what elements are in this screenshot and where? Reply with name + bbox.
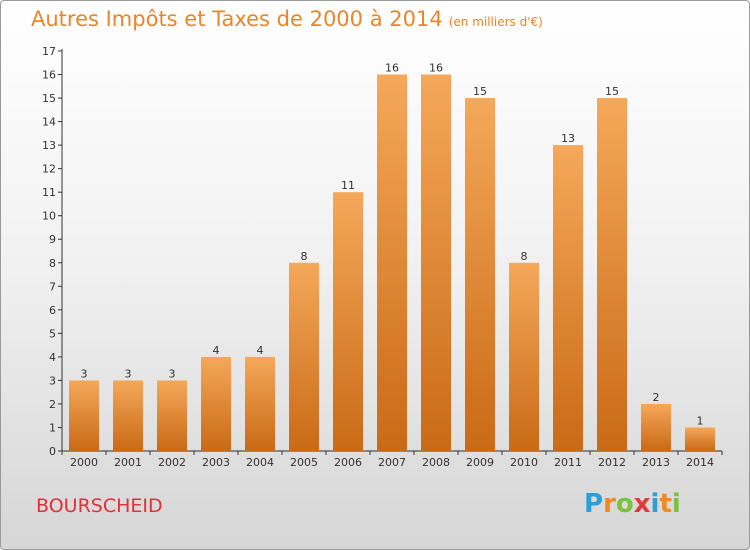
y-tick-label: 14 — [42, 116, 56, 129]
x-tick-label: 2008 — [422, 456, 450, 469]
data-label: 4 — [257, 344, 264, 357]
y-tick-label: 0 — [49, 445, 56, 458]
logo-letter: i — [650, 489, 660, 519]
bar-2007 — [377, 74, 407, 451]
x-tick-label: 2009 — [466, 456, 494, 469]
data-label: 2 — [653, 391, 660, 404]
x-tick-label: 2001 — [114, 456, 142, 469]
bar-2006 — [333, 192, 363, 452]
data-label: 15 — [473, 85, 487, 98]
x-tick-label: 2004 — [246, 456, 274, 469]
bar-2001 — [113, 380, 143, 451]
bar-2000 — [69, 380, 99, 451]
data-label: 8 — [521, 250, 528, 263]
x-tick-label: 2003 — [202, 456, 230, 469]
bar-2008 — [421, 74, 451, 451]
bar-2005 — [289, 262, 319, 451]
logo-letter: x — [633, 489, 651, 519]
data-label: 3 — [125, 367, 132, 380]
x-tick-label: 2014 — [686, 456, 714, 469]
logo-letter: o — [615, 489, 634, 519]
data-label: 3 — [169, 367, 176, 380]
x-tick-label: 2002 — [158, 456, 186, 469]
x-tick-label: 2011 — [554, 456, 582, 469]
y-tick-label: 11 — [42, 186, 56, 199]
data-label: 11 — [341, 179, 355, 192]
y-tick-label: 10 — [42, 210, 56, 223]
bar-2013 — [641, 403, 671, 451]
x-tick-label: 2000 — [70, 456, 98, 469]
chart-title: Autres Impôts et Taxes de 2000 à 2014 (en… — [31, 7, 543, 31]
y-tick-label: 17 — [42, 45, 56, 58]
bar-2010 — [509, 262, 539, 451]
data-label: 16 — [429, 62, 443, 75]
x-tick-label: 2006 — [334, 456, 362, 469]
bar-2002 — [157, 380, 187, 451]
data-label: 13 — [561, 132, 575, 145]
x-tick-label: 2005 — [290, 456, 318, 469]
logo-letter: i — [671, 489, 681, 519]
chart-title-text: Autres Impôts et Taxes de 2000 à 2014 — [31, 7, 443, 31]
y-tick-label: 13 — [42, 139, 56, 152]
x-tick-label: 2012 — [598, 456, 626, 469]
y-tick-label: 15 — [42, 92, 56, 105]
data-label: 3 — [81, 367, 88, 380]
y-tick-label: 6 — [49, 304, 56, 317]
chart-unit: (en milliers d'€) — [448, 15, 543, 29]
bar-2004 — [245, 356, 275, 451]
data-label: 4 — [213, 344, 220, 357]
y-tick-label: 7 — [49, 280, 56, 293]
bar-2012 — [597, 98, 627, 451]
bar-2009 — [465, 98, 495, 451]
y-tick-label: 16 — [42, 69, 56, 82]
y-tick-label: 9 — [49, 233, 56, 246]
x-tick-label: 2007 — [378, 456, 406, 469]
logo-letter: P — [584, 489, 604, 519]
data-label: 8 — [301, 250, 308, 263]
chart-labels: 2000 3 2001 3 2002 3 2003 4 2004 4 2005 8 2006 11 2007… — [70, 62, 714, 469]
data-label: 1 — [697, 414, 704, 427]
proxiti-logo: Proxiti — [584, 489, 681, 519]
y-tick-label: 3 — [49, 374, 56, 387]
y-tick-label: 8 — [49, 257, 56, 270]
y-tick-label: 1 — [49, 421, 56, 434]
x-tick-label: 2013 — [642, 456, 670, 469]
x-tick-label: 2010 — [510, 456, 538, 469]
bar-2011 — [553, 145, 583, 451]
chart-bars — [69, 74, 715, 452]
y-tick-label: 2 — [49, 398, 56, 411]
y-tick-label: 5 — [49, 327, 56, 340]
y-tick-label: 12 — [42, 163, 56, 176]
bar-2003 — [201, 356, 231, 451]
logo-letter: t — [659, 489, 672, 519]
data-label: 15 — [605, 85, 619, 98]
logo-letter: r — [603, 489, 616, 519]
data-label: 16 — [385, 62, 399, 75]
y-tick-label: 4 — [49, 351, 56, 364]
bar-2014 — [685, 427, 715, 451]
commune-name: BOURSCHEID — [36, 495, 163, 517]
